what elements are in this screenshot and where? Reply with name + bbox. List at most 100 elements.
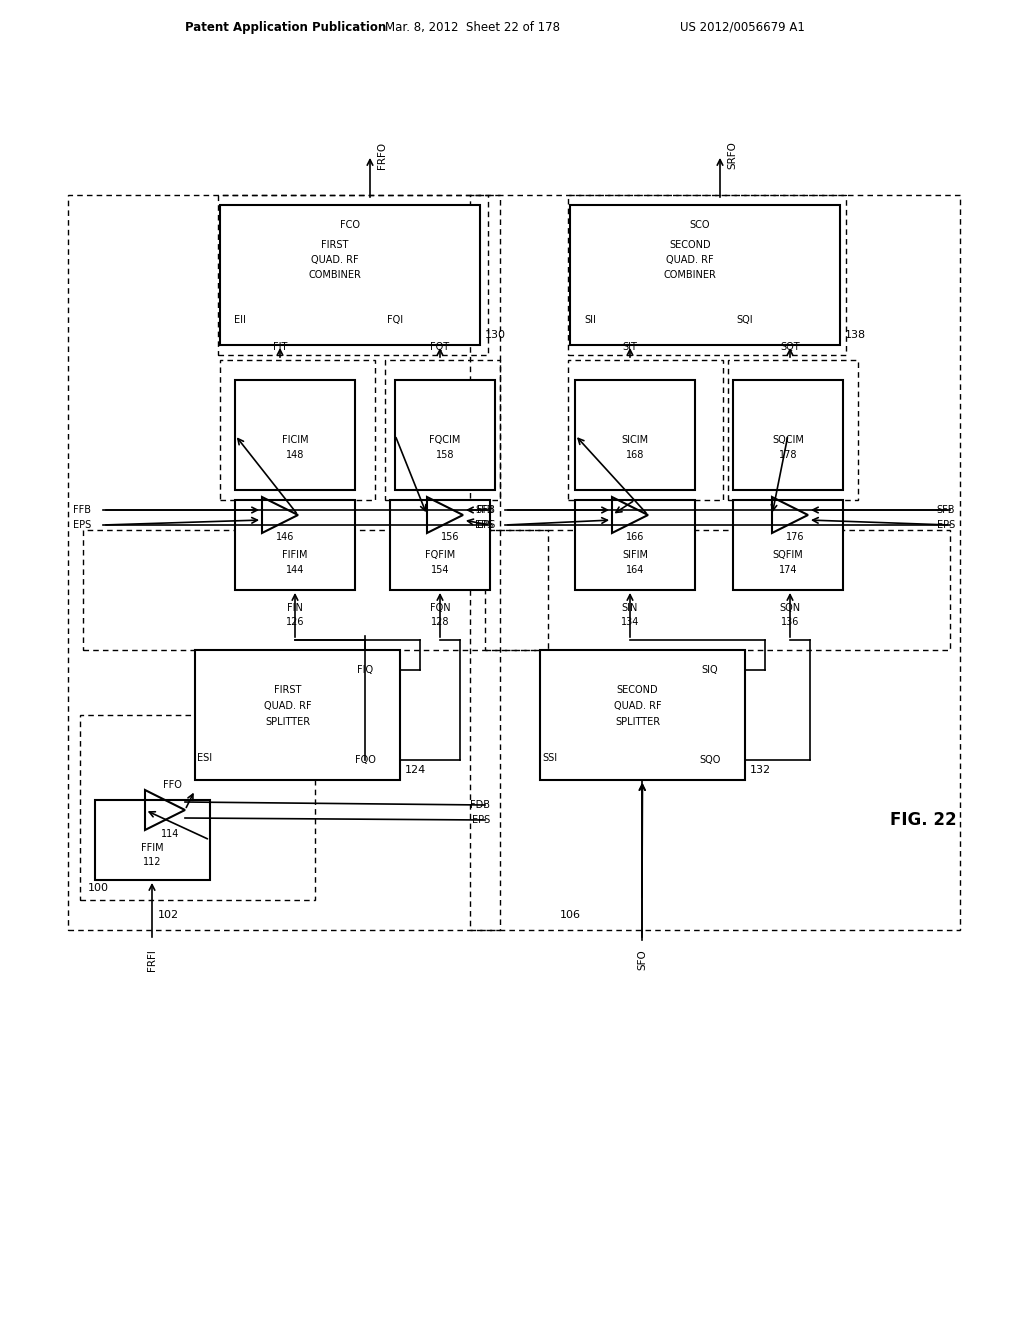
Text: 136: 136 [781,616,799,627]
Text: 168: 168 [626,450,644,459]
Text: FIN: FIN [287,603,303,612]
Bar [575,380,695,490]
Text: 114: 114 [161,829,179,840]
Text: FQN: FQN [430,603,451,612]
Text: 128: 128 [431,616,450,627]
Text: SFO: SFO [637,949,647,970]
Text: SIFIM: SIFIM [622,550,648,560]
Text: SQO: SQO [699,755,721,766]
Bar [234,500,355,590]
Text: 112: 112 [142,857,161,867]
Bar [195,649,400,780]
Text: FIG. 22: FIG. 22 [890,810,956,829]
Text: EPS: EPS [477,520,495,531]
Bar [728,360,858,500]
Text: Patent Application Publication: Patent Application Publication [185,21,386,33]
Text: QUAD. RF: QUAD. RF [264,701,311,711]
Text: 174: 174 [778,565,798,576]
Text: QUAD. RF: QUAD. RF [613,701,662,711]
Text: FQI: FQI [387,315,403,325]
Text: FQO: FQO [354,755,376,766]
Text: SQFIM: SQFIM [773,550,804,560]
Text: SECOND: SECOND [670,240,711,249]
Text: 176: 176 [785,532,804,543]
Text: FRFI: FRFI [147,949,157,972]
Text: SPLITTER: SPLITTER [265,717,310,727]
Text: FFIM: FFIM [140,843,163,853]
Bar [220,205,480,345]
Text: 158: 158 [436,450,455,459]
Text: SSI: SSI [543,752,557,763]
Text: SQCIM: SQCIM [772,436,804,445]
Text: SFB: SFB [937,506,955,515]
Bar [385,360,500,500]
Text: FCO: FCO [340,220,360,230]
Bar [234,380,355,490]
Text: 100: 100 [88,883,109,894]
Text: FFB: FFB [73,506,91,515]
Text: 164: 164 [626,565,644,576]
Text: QUAD. RF: QUAD. RF [667,255,714,265]
Text: 144: 144 [286,565,304,576]
Text: FIFIM: FIFIM [283,550,308,560]
Text: EPS: EPS [475,520,494,531]
Text: SECOND: SECOND [616,685,658,696]
Text: SQN: SQN [779,603,801,612]
Text: Mar. 8, 2012  Sheet 22 of 178: Mar. 8, 2012 Sheet 22 of 178 [385,21,560,33]
Bar [220,360,375,500]
Bar [68,195,500,931]
Text: FRFO: FRFO [377,141,387,169]
Text: COMBINER: COMBINER [308,271,361,280]
Text: 102: 102 [158,909,179,920]
Text: 106: 106 [560,909,581,920]
Text: FFO: FFO [163,780,182,789]
Text: 126: 126 [286,616,304,627]
Text: FQFIM: FQFIM [425,550,455,560]
Text: FIRST: FIRST [273,685,301,696]
Text: 156: 156 [440,532,459,543]
Text: ESI: ESI [198,752,213,763]
Bar [395,380,495,490]
Text: SPLITTER: SPLITTER [615,717,660,727]
Text: SICIM: SICIM [622,436,648,445]
Text: 124: 124 [406,766,426,775]
Text: FIQ: FIQ [357,665,373,675]
Bar [570,205,840,345]
Bar [733,500,843,590]
Text: SFB: SFB [475,506,494,515]
Bar [733,380,843,490]
Bar [390,500,490,590]
Bar [83,531,548,649]
Text: EPS: EPS [937,520,955,531]
Bar [568,195,846,355]
Text: 130: 130 [485,330,506,341]
Text: 148: 148 [286,450,304,459]
Text: EPS: EPS [73,520,91,531]
Text: SIT: SIT [623,342,637,352]
Text: 166: 166 [626,532,644,543]
Text: FICIM: FICIM [282,436,308,445]
Text: 132: 132 [750,766,771,775]
Bar [575,500,695,590]
Text: SCO: SCO [690,220,711,230]
Text: FDB: FDB [470,800,490,810]
Text: 178: 178 [778,450,798,459]
Text: EPS: EPS [472,814,490,825]
Text: FFB: FFB [477,506,495,515]
Text: US 2012/0056679 A1: US 2012/0056679 A1 [680,21,805,33]
Text: 134: 134 [621,616,639,627]
Bar [80,715,315,900]
Bar [568,360,723,500]
Text: FIT: FIT [272,342,287,352]
Text: FQCIM: FQCIM [429,436,461,445]
Bar [95,800,210,880]
Text: 146: 146 [275,532,294,543]
Text: 154: 154 [431,565,450,576]
Text: COMBINER: COMBINER [664,271,717,280]
Text: SIQ: SIQ [701,665,718,675]
Bar [540,649,745,780]
Bar [218,195,488,355]
Text: FQT: FQT [430,342,450,352]
Text: 138: 138 [845,330,866,341]
Bar [470,195,961,931]
